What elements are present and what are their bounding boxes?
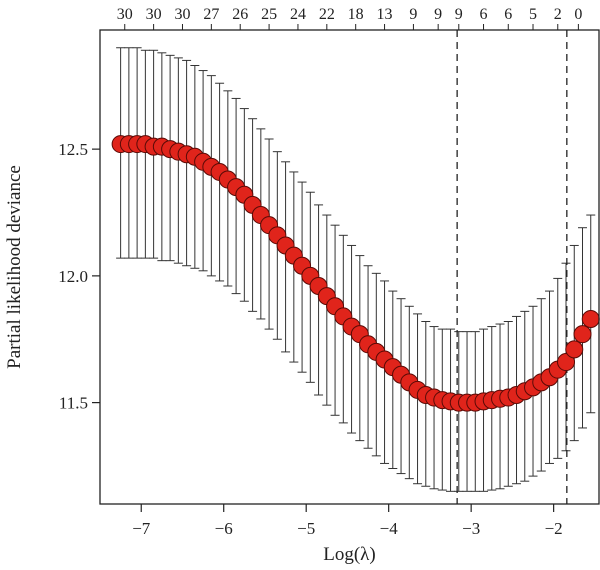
top-tick-label: 24 xyxy=(290,6,306,23)
top-tick-label: 2 xyxy=(554,6,562,23)
top-tick-label: 9 xyxy=(455,6,463,23)
y-tick-label: 12.0 xyxy=(58,267,88,286)
x-axis-title: Log(λ) xyxy=(323,544,375,565)
top-tick-label: 27 xyxy=(203,6,219,23)
x-tick-label: −5 xyxy=(297,519,315,538)
top-tick-label: 22 xyxy=(319,6,335,23)
lambda-reference-lines xyxy=(456,30,568,504)
top-tick-label: 6 xyxy=(504,6,512,23)
top-tick-label: 0 xyxy=(574,6,582,23)
top-tick-label: 25 xyxy=(261,6,277,23)
plot-frame xyxy=(99,29,600,505)
top-axis-variable-counts: 30 30 30 27 26 25 24 22 18 13 9 9 9 6 6 5 2 0 xyxy=(117,6,582,30)
x-tick-label: −3 xyxy=(462,519,480,538)
y-tick-label: 11.5 xyxy=(59,394,88,413)
x-tick-label: −4 xyxy=(380,519,399,538)
top-tick-label: 18 xyxy=(348,6,364,23)
top-tick-label: 30 xyxy=(146,6,162,23)
x-axis: −7 −6 −5 −4 −3 −2 xyxy=(132,504,563,538)
top-tick-label: 9 xyxy=(409,6,417,23)
y-axis: 11.5 12.0 12.5 xyxy=(58,140,100,413)
top-tick-label: 9 xyxy=(434,6,442,23)
y-axis-title: Partial likelihood deviance xyxy=(4,165,25,369)
deviance-point xyxy=(557,353,576,372)
error-bars xyxy=(116,47,596,492)
top-tick-label: 30 xyxy=(117,6,133,23)
top-tick-label: 30 xyxy=(174,6,190,23)
top-tick-label: 5 xyxy=(529,6,537,23)
top-tick-label: 6 xyxy=(480,6,488,23)
deviance-point xyxy=(573,325,592,344)
x-tick-label: −2 xyxy=(545,519,563,538)
deviance-points xyxy=(111,135,600,412)
deviance-point xyxy=(565,340,584,359)
top-tick-label: 26 xyxy=(232,6,248,23)
x-tick-label: −6 xyxy=(215,519,233,538)
x-tick-label: −7 xyxy=(132,519,151,538)
top-tick-label: 13 xyxy=(377,6,393,23)
y-tick-label: 12.5 xyxy=(58,140,88,159)
deviance-point xyxy=(581,309,600,328)
